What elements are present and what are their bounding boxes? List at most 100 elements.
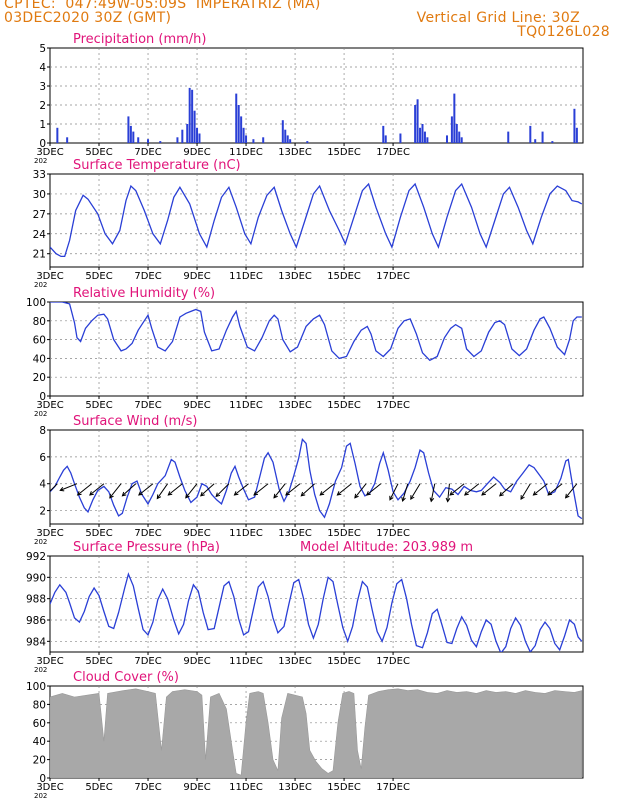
x-tick-label: 11DEC (229, 271, 263, 282)
precip-bar (507, 131, 510, 143)
precip-bar (132, 131, 135, 143)
y-tick-label: 1 (39, 119, 46, 131)
y-tick-label: 60 (33, 718, 46, 730)
cloud-title: Cloud Cover (%) (73, 670, 179, 685)
humidity-data (50, 302, 582, 362)
precip-bar (453, 93, 456, 143)
precip-bar (196, 127, 199, 143)
y-tick-label: 80 (33, 699, 46, 711)
x-tick-label: 5DEC (85, 271, 112, 282)
precip-bar (66, 137, 69, 143)
precipitation-data (56, 87, 578, 143)
wind-series-line (50, 438, 583, 520)
x-tick-label: 11DEC (229, 782, 263, 793)
wind-arrow (215, 483, 230, 498)
x-tick-label: 17DEC (376, 400, 410, 411)
x-tick-label: 17DEC (376, 528, 410, 539)
precip-bar (289, 139, 292, 143)
wind-arrow (445, 483, 451, 503)
precip-bar (421, 124, 424, 143)
header-station-line: CPTEC: 047:49W-05:09S IMPERATRIZ (MA) (4, 0, 321, 12)
y-tick-label: 33 (33, 169, 46, 181)
y-tick-label: 4 (39, 62, 46, 74)
y-tick-label: 100 (26, 681, 46, 693)
x-tick-label: 11DEC (229, 656, 263, 667)
precip-bar (284, 129, 287, 143)
temperature-panel: 3DEC 5DEC 7DEC 9DEC 11DEC 13DEC 15DEC 17DEC 202 2… (33, 158, 584, 289)
x-tick-label: 3DEC (36, 147, 63, 158)
precip-bar (137, 137, 140, 143)
precip-bar (281, 120, 284, 143)
x-tick-label: 7DEC (134, 400, 161, 411)
y-tick-label: 992 (26, 551, 46, 563)
y-tick-label: 20 (33, 755, 46, 767)
x-tick-label: 13DEC (278, 400, 312, 411)
wind-arrow (389, 483, 399, 501)
temperature-series-line (50, 182, 583, 258)
precipitation-panel: 3DEC 5DEC 7DEC 9DEC 11DEC 13DEC 15DEC 17DEC2020… (34, 32, 584, 165)
y-tick-label: 5 (39, 43, 46, 55)
pressure-title: Surface Pressure (hPa) (73, 540, 220, 555)
y-tick-label: 990 (26, 572, 46, 584)
precip-bar (186, 124, 189, 143)
precip-bar (450, 116, 453, 143)
precip-bar (181, 129, 184, 143)
wind-arrow (354, 483, 367, 499)
x-tick-label: 3DEC (36, 271, 63, 282)
x-tick-label: 9DEC (183, 147, 210, 158)
pressure-subtitle: Model Altitude: 203.989 m (300, 540, 473, 555)
wind-arrow (253, 483, 269, 496)
pressure-series-line (50, 572, 583, 652)
y-tick-label: 60 (33, 335, 46, 347)
x-tick-label: 17DEC (376, 656, 410, 667)
x-tick-label: 3DEC (36, 400, 63, 411)
y-tick-label: 30 (33, 189, 46, 201)
wind-arrow (138, 483, 154, 496)
x-tick-label: 11DEC (229, 147, 263, 158)
x-tick-label: 15DEC (327, 656, 361, 667)
y-tick-label: 40 (33, 353, 46, 365)
y-tick-label: 40 (33, 736, 46, 748)
x-tick-label: 7DEC (134, 782, 161, 793)
y-tick-label: 0 (39, 391, 46, 403)
wind-arrow (59, 483, 78, 492)
y-tick-label: 21 (33, 249, 46, 261)
precip-bar (382, 125, 385, 143)
x-tick-label: 13DEC (278, 271, 312, 282)
x-tick-label: 15DEC (327, 271, 361, 282)
precip-bar (127, 116, 130, 143)
y-tick-label: 27 (33, 209, 46, 221)
wind-arrow (401, 483, 409, 502)
cloud-data (50, 688, 583, 778)
cloud-panel: 3DEC 5DEC 7DEC 9DEC 11DEC 13DEC 15DEC 17DEC2020… (26, 670, 584, 800)
y-tick-label: 988 (26, 594, 46, 606)
wind-arrow (200, 483, 215, 497)
x-tick-label: 5DEC (85, 782, 112, 793)
y-tick-label: 2 (39, 100, 46, 112)
x-tick-label: 9DEC (183, 400, 210, 411)
wind-arrow (109, 483, 122, 499)
humidity-frame (49, 301, 584, 397)
precip-bar (423, 131, 426, 143)
precip-bar (384, 135, 387, 143)
precip-bar (176, 137, 179, 143)
precip-bar (245, 135, 248, 143)
header-date-line: 03DEC2020 30Z (GMT) (4, 10, 172, 26)
x-tick-label: 13DEC (278, 528, 312, 539)
precip-bar (235, 93, 238, 143)
x-tick-label: 15DEC (327, 147, 361, 158)
wind-arrow (429, 483, 436, 503)
x-tick-label: 9DEC (183, 782, 210, 793)
x-tick-label: 9DEC (183, 656, 210, 667)
x-tick-label: 5DEC (85, 656, 112, 667)
y-tick-label: 0 (39, 138, 46, 150)
x-tick-label: 7DEC (134, 656, 161, 667)
y-tick-label: 80 (33, 316, 46, 328)
wind-arrow (233, 483, 249, 496)
precip-bar (458, 131, 461, 143)
x-year-stub: 202 (34, 157, 47, 165)
x-tick-label: 15DEC (327, 782, 361, 793)
x-tick-label: 13DEC (278, 782, 312, 793)
wind-arrow (121, 483, 137, 497)
x-tick-label: 15DEC (327, 528, 361, 539)
